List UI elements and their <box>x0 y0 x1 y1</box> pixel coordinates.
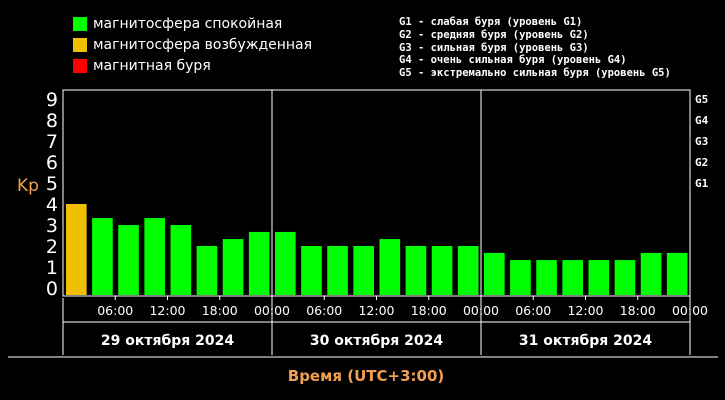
legend-label-storm: магнитная буря <box>93 58 211 74</box>
storm-level-g4: G4 - очень сильная буря (уровень G4) <box>399 54 627 67</box>
kp-bar <box>666 252 688 295</box>
legend-swatch-yellow <box>73 38 87 52</box>
x-tick-label: 06:00 <box>306 303 342 318</box>
kp-bar <box>275 231 296 295</box>
x-axis-label: Время (UTC+3:00) <box>288 367 444 385</box>
y-tick-label: 6 <box>46 152 58 174</box>
kp-bar <box>431 246 453 295</box>
right-axis-label: G4 <box>695 114 709 127</box>
y-tick-label: 8 <box>46 110 58 132</box>
y-axis-label: Kp <box>17 176 39 196</box>
x-tick-label: 12:00 <box>358 303 394 318</box>
x-tick-label: 18:00 <box>620 303 656 318</box>
y-tick-label: 1 <box>46 257 58 279</box>
day-label: 30 октября 2024 <box>310 333 443 349</box>
storm-level-g3: G3 - сильная буря (уровень G3) <box>399 41 589 54</box>
right-axis-label: G1 <box>695 177 709 190</box>
kp-bar <box>614 260 636 295</box>
storm-level-g1: G1 - слабая буря (уровень G1) <box>399 16 583 28</box>
kp-bar <box>170 225 192 295</box>
x-tick-label: 06:00 <box>515 303 551 318</box>
kp-bar <box>196 246 218 295</box>
x-tick-label: 18:00 <box>202 303 238 318</box>
kp-bar <box>66 204 87 295</box>
x-tick-label: 12:00 <box>567 303 603 318</box>
kp-bar <box>118 225 139 295</box>
day-label: 29 октября 2024 <box>101 333 234 349</box>
kp-bar <box>510 260 531 295</box>
kp-bar <box>222 239 244 295</box>
storm-level-g5: G5 - экстремально сильная буря (уровень … <box>399 67 671 80</box>
kp-bar <box>588 260 610 295</box>
kp-bar <box>405 246 427 295</box>
x-tick-label: 12:00 <box>149 303 185 318</box>
y-tick-label: 4 <box>46 194 58 216</box>
y-tick-label: 3 <box>46 215 58 237</box>
kp-bar <box>536 260 557 295</box>
legend-swatch-green <box>73 17 87 31</box>
kp-bar <box>562 260 583 295</box>
legend-label-active: магнитосфера возбужденная <box>93 37 313 53</box>
legend-item-storm: магнитная буря <box>73 58 211 74</box>
y-tick-label: 9 <box>46 89 58 111</box>
kp-bar <box>144 218 165 295</box>
kp-bar <box>92 218 113 295</box>
x-tick-label: 18:00 <box>411 303 447 318</box>
kp-bar <box>353 246 374 295</box>
y-tick-label: 0 <box>46 278 58 300</box>
right-axis-label: G3 <box>695 135 708 148</box>
day-label: 31 октября 2024 <box>519 333 652 349</box>
kp-bar <box>457 246 479 295</box>
y-tick-label: 2 <box>46 236 58 258</box>
legend-item-quiet: магнитосфера спокойная <box>73 16 282 32</box>
legend-swatch-red <box>73 59 87 73</box>
y-tick-label: 5 <box>46 173 58 195</box>
kp-bar <box>327 246 348 295</box>
legend-item-active: магнитосфера возбужденная <box>73 37 312 53</box>
storm-level-legend: G1 - слабая буря (уровень G1) G2 - средн… <box>399 16 671 80</box>
y-tick-label: 7 <box>46 131 58 153</box>
kp-bar <box>301 246 322 295</box>
right-axis-label: G2 <box>695 156 708 169</box>
legend-label-quiet: магнитосфера спокойная <box>93 16 283 32</box>
kp-bar <box>484 252 505 295</box>
x-tick-label: 06:00 <box>97 303 133 318</box>
kp-bar <box>379 239 401 295</box>
kp-bar <box>640 252 662 295</box>
storm-level-g2: G2 - средняя буря (уровень G2) <box>399 28 589 41</box>
kp-bar <box>248 231 270 295</box>
right-axis-label: G5 <box>695 93 708 106</box>
